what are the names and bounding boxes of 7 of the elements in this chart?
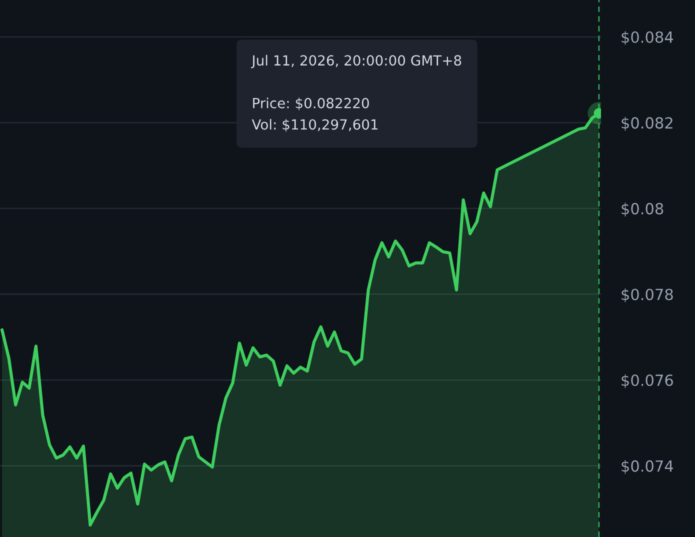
y-tick-label: $0.08 [622,202,664,217]
text: Jul 11, 2026, 20:00:00 GMT+8 Price: $0.082220 Vol: $110,297,601 [251,54,462,132]
y-tick-label: $0.084 [622,31,674,45]
y-tick-label: $0.074 [622,460,674,474]
y-tick-label: $0.078 [622,288,673,302]
y-tick-label: $0.082 [622,116,672,131]
y-tick-label: $0.076 [622,374,673,388]
